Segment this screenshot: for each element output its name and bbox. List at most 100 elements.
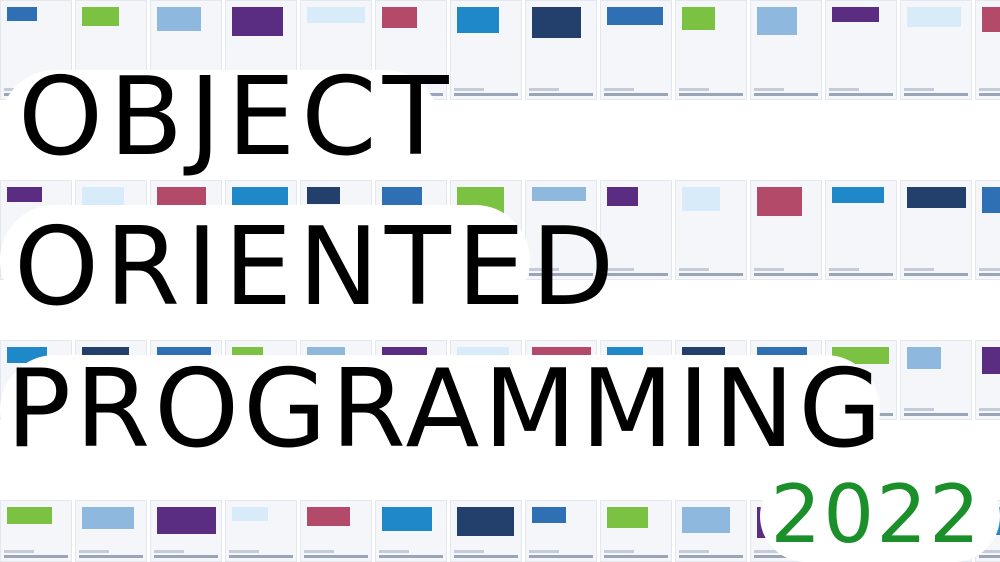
thumbnail-caption [529, 550, 559, 553]
thumbnail-graphic [7, 187, 42, 202]
thumbnail [825, 180, 897, 280]
thumbnail [525, 500, 597, 562]
thumbnail-graphic [457, 507, 514, 536]
thumbnail-graphic [832, 187, 884, 203]
thumbnail-caption [529, 268, 559, 271]
thumbnail-graphic [382, 7, 417, 28]
thumbnail-caption [604, 550, 634, 553]
thumbnail-graphic [382, 507, 432, 531]
thumbnail-graphic [907, 187, 966, 208]
thumbnail [150, 500, 222, 562]
thumbnail-caption [679, 268, 709, 271]
thumbnail-caption [754, 93, 818, 96]
thumbnail [450, 0, 522, 100]
thumbnail [600, 180, 672, 280]
thumbnail-caption [379, 555, 443, 558]
thumbnail-graphic [82, 507, 134, 529]
thumbnail-graphic [532, 187, 586, 201]
thumbnail-caption [604, 273, 668, 276]
thumbnail-caption [829, 88, 859, 91]
thumbnail-caption [754, 273, 818, 276]
cloud-shape [0, 355, 880, 465]
thumbnail-caption [679, 273, 743, 276]
thumbnail [675, 0, 747, 100]
thumbnail-caption [979, 408, 1000, 411]
thumbnail-graphic [907, 7, 961, 27]
thumbnail-graphic [232, 7, 283, 36]
thumbnail-caption [154, 555, 218, 558]
thumbnail-graphic [607, 7, 663, 25]
thumbnail-graphic [982, 7, 1000, 32]
thumbnail-graphic [457, 7, 499, 33]
thumbnail [375, 500, 447, 562]
thumbnail-graphic [907, 347, 941, 369]
thumbnail [600, 0, 672, 100]
thumbnail [750, 0, 822, 100]
thumbnail-caption [4, 555, 68, 558]
thumbnail-graphic [82, 187, 124, 207]
thumbnail-graphic [682, 187, 720, 211]
thumbnail-caption [604, 555, 668, 558]
thumbnail [0, 500, 72, 562]
thumbnail-graphic [382, 187, 422, 209]
thumbnail-graphic [982, 187, 1000, 213]
thumbnail-graphic [757, 187, 802, 216]
thumbnail [675, 180, 747, 280]
thumbnail-caption [304, 555, 368, 558]
cloud-shape [760, 470, 1000, 562]
thumbnail-caption [604, 88, 634, 91]
thumbnail-graphic [157, 7, 201, 31]
thumbnail-graphic [532, 7, 581, 38]
thumbnail-caption [304, 550, 334, 553]
thumbnail [450, 500, 522, 562]
thumbnail [525, 180, 597, 280]
thumbnail-caption [529, 88, 559, 91]
thumbnail-caption [679, 550, 709, 553]
thumbnail-caption [454, 550, 484, 553]
thumbnail-graphic [232, 507, 268, 521]
thumbnail-caption [604, 93, 668, 96]
thumbnail-graphic [607, 507, 648, 528]
thumbnail-caption [904, 88, 934, 91]
thumbnail-graphic [532, 507, 566, 523]
thumbnail-caption [754, 88, 784, 91]
thumbnail [900, 0, 972, 100]
thumbnail-caption [529, 273, 593, 276]
thumbnail [900, 180, 972, 280]
thumbnail [975, 180, 1000, 280]
thumbnail-caption [979, 413, 1000, 416]
thumbnail [75, 500, 147, 562]
thumbnail-graphic [7, 7, 37, 21]
thumbnail-graphic [307, 7, 365, 23]
thumbnail-caption [979, 268, 1000, 271]
thumbnail-graphic [982, 347, 1000, 374]
thumbnail-graphic [682, 507, 730, 533]
title-line-object: OBJECT [18, 55, 455, 180]
thumbnail-caption [529, 555, 593, 558]
thumbnail-caption [979, 93, 1000, 96]
cloud-shape [0, 205, 530, 315]
thumbnail [750, 180, 822, 280]
year-label: 2022 [770, 468, 982, 561]
thumbnail [975, 340, 1000, 420]
thumbnail-graphic [832, 7, 879, 22]
thumbnail-caption [829, 273, 893, 276]
thumbnail [675, 500, 747, 562]
thumbnail-caption [754, 268, 784, 271]
thumbnail-graphic [82, 7, 119, 26]
thumbnail-caption [529, 93, 593, 96]
thumbnail-caption [904, 413, 968, 416]
thumbnail-caption [904, 273, 968, 276]
thumbnail-caption [679, 555, 743, 558]
thumbnail-caption [979, 555, 1000, 558]
thumbnail-graphic [157, 507, 216, 534]
thumbnail-caption [979, 550, 1000, 553]
thumbnail-caption [679, 88, 709, 91]
thumbnail-caption [829, 268, 859, 271]
thumbnail-caption [4, 550, 34, 553]
thumbnail-caption [979, 88, 1000, 91]
thumbnail-caption [829, 93, 893, 96]
thumbnail-graphic [682, 7, 715, 30]
thumbnail-caption [229, 550, 259, 553]
